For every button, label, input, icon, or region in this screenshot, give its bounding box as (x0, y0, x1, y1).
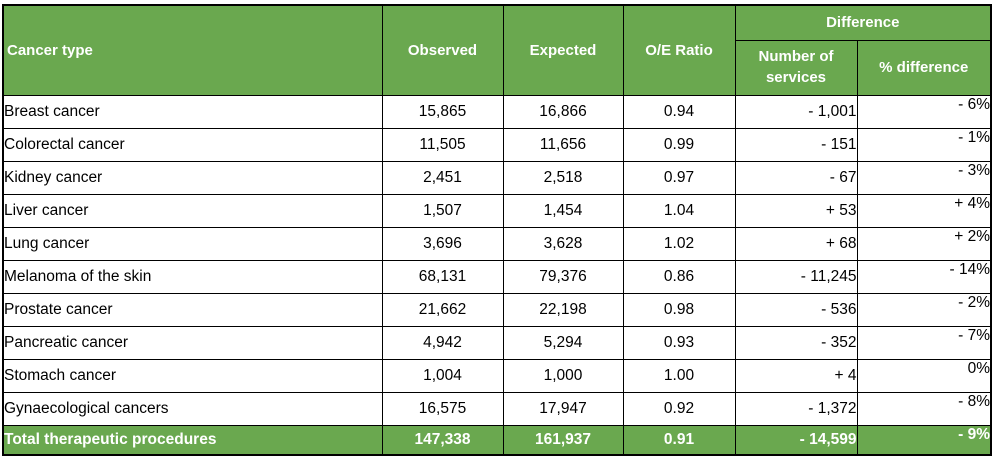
total-number-of-services: - 14,599 (734, 424, 858, 456)
cell-number-of-services: - 67 (734, 160, 858, 195)
cell-number-of-services: - 1,372 (734, 391, 858, 426)
table-row: Stomach cancer 1,004 1,000 1.00 + 4 0% (2, 358, 992, 393)
cell-percent-difference: 0% (856, 358, 992, 393)
cell-cancer-type: Prostate cancer (2, 292, 383, 327)
table-row: Colorectal cancer 11,505 11,656 0.99 - 1… (2, 127, 992, 162)
cell-expected: 5,294 (502, 325, 624, 360)
cell-cancer-type: Liver cancer (2, 193, 383, 228)
cell-percent-difference: + 4% (856, 193, 992, 228)
cell-oe-ratio: 0.86 (622, 259, 736, 294)
header-number-of-services: Number of services (734, 39, 858, 96)
total-expected: 161,937 (502, 424, 624, 456)
cell-expected: 2,518 (502, 160, 624, 195)
cell-oe-ratio: 0.94 (622, 94, 736, 129)
header-cancer-type: Cancer type (2, 4, 383, 96)
table-row: Liver cancer 1,507 1,454 1.04 + 53 + 4% (2, 193, 992, 228)
cell-expected: 11,656 (502, 127, 624, 162)
cell-observed: 4,942 (381, 325, 504, 360)
header-oe-ratio: O/E Ratio (622, 4, 736, 96)
cell-observed: 21,662 (381, 292, 504, 327)
header-row-bottom: Number of services % difference (3, 39, 992, 96)
table-row: Kidney cancer 2,451 2,518 0.97 - 67 - 3% (2, 160, 992, 195)
cell-cancer-type: Colorectal cancer (2, 127, 383, 162)
cell-percent-difference: + 2% (856, 226, 992, 261)
cell-cancer-type: Stomach cancer (2, 358, 383, 393)
cell-cancer-type: Melanoma of the skin (2, 259, 383, 294)
table-row: Melanoma of the skin 68,131 79,376 0.86 … (2, 259, 992, 294)
table-header: Cancer type Observed Expected O/E Ratio … (2, 4, 992, 96)
cell-percent-difference: - 8% (856, 391, 992, 426)
procedures-table: Cancer type Observed Expected O/E Ratio … (2, 4, 992, 456)
cell-percent-difference: - 14% (856, 259, 992, 294)
cell-oe-ratio: 0.92 (622, 391, 736, 426)
header-difference: Difference (734, 4, 992, 41)
cell-observed: 68,131 (381, 259, 504, 294)
cell-expected: 16,866 (502, 94, 624, 129)
cell-percent-difference: - 1% (856, 127, 992, 162)
cell-number-of-services: - 11,245 (734, 259, 858, 294)
cell-percent-difference: - 6% (856, 94, 992, 129)
table-total-row: Total therapeutic procedures 147,338 161… (2, 424, 992, 456)
cell-expected: 3,628 (502, 226, 624, 261)
cell-number-of-services: - 1,001 (734, 94, 858, 129)
cell-observed: 1,507 (381, 193, 504, 228)
cell-observed: 3,696 (381, 226, 504, 261)
cell-oe-ratio: 1.04 (622, 193, 736, 228)
cell-cancer-type: Gynaecological cancers (2, 391, 383, 426)
cell-oe-ratio: 0.93 (622, 325, 736, 360)
cell-expected: 79,376 (502, 259, 624, 294)
table-row: Prostate cancer 21,662 22,198 0.98 - 536… (2, 292, 992, 327)
cell-percent-difference: - 7% (856, 325, 992, 360)
total-oe-ratio: 0.91 (622, 424, 736, 456)
cell-number-of-services: + 68 (734, 226, 858, 261)
total-label: Total therapeutic procedures (2, 424, 383, 456)
cell-observed: 1,004 (381, 358, 504, 393)
cell-expected: 1,454 (502, 193, 624, 228)
procedures-table-container: Cancer type Observed Expected O/E Ratio … (2, 4, 992, 456)
cell-observed: 15,865 (381, 94, 504, 129)
table-row: Breast cancer 15,865 16,866 0.94 - 1,001… (2, 94, 992, 129)
header-percent-difference: % difference (856, 39, 992, 96)
cell-cancer-type: Lung cancer (2, 226, 383, 261)
cell-percent-difference: - 3% (856, 160, 992, 195)
cell-observed: 16,575 (381, 391, 504, 426)
cell-observed: 2,451 (381, 160, 504, 195)
cell-expected: 17,947 (502, 391, 624, 426)
header-row-top: Cancer type Observed Expected O/E Ratio … (2, 4, 992, 96)
cell-oe-ratio: 0.98 (622, 292, 736, 327)
cell-number-of-services: - 352 (734, 325, 858, 360)
cell-oe-ratio: 0.99 (622, 127, 736, 162)
cell-oe-ratio: 1.02 (622, 226, 736, 261)
cell-percent-difference: - 2% (856, 292, 992, 327)
cell-expected: 22,198 (502, 292, 624, 327)
table-body: Breast cancer 15,865 16,866 0.94 - 1,001… (2, 94, 992, 456)
cell-number-of-services: + 53 (734, 193, 858, 228)
total-percent-difference: - 9% (856, 424, 992, 456)
cell-cancer-type: Breast cancer (2, 94, 383, 129)
cell-cancer-type: Pancreatic cancer (2, 325, 383, 360)
cell-observed: 11,505 (381, 127, 504, 162)
total-observed: 147,338 (381, 424, 504, 456)
cell-oe-ratio: 1.00 (622, 358, 736, 393)
table-row: Pancreatic cancer 4,942 5,294 0.93 - 352… (2, 325, 992, 360)
cell-expected: 1,000 (502, 358, 624, 393)
cell-number-of-services: - 536 (734, 292, 858, 327)
cell-number-of-services: - 151 (734, 127, 858, 162)
cell-number-of-services: + 4 (734, 358, 858, 393)
table-row: Gynaecological cancers 16,575 17,947 0.9… (2, 391, 992, 426)
table-row: Lung cancer 3,696 3,628 1.02 + 68 + 2% (2, 226, 992, 261)
header-expected: Expected (502, 4, 624, 96)
header-observed: Observed (381, 4, 504, 96)
cell-cancer-type: Kidney cancer (2, 160, 383, 195)
cell-oe-ratio: 0.97 (622, 160, 736, 195)
